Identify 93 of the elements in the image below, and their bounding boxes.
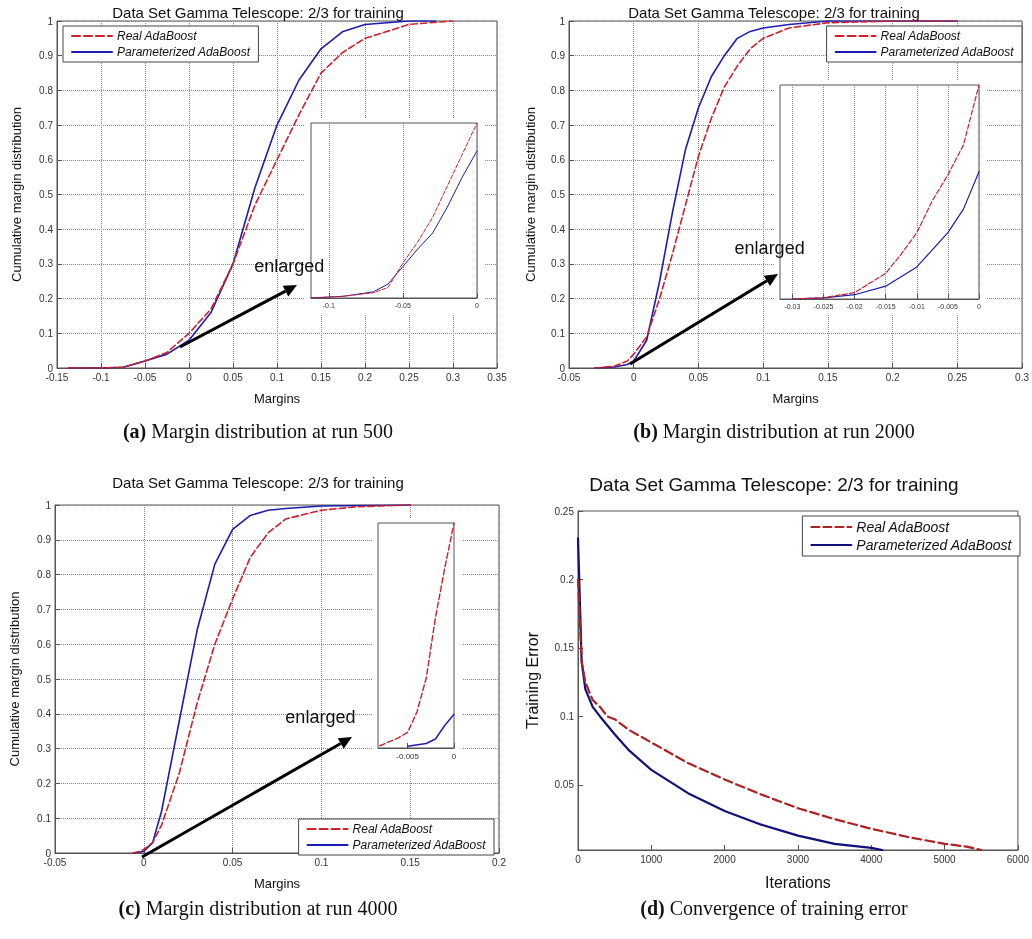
x-tick-label: 0.3 [1015, 371, 1030, 383]
chart-title: Data Set Gamma Telescope: 2/3 for training [112, 474, 404, 491]
x-axis-title: Iterations [765, 873, 831, 891]
y-tick-label: 0.1 [551, 327, 566, 339]
y-tick-label: 0.6 [39, 154, 54, 166]
x-tick-label: 0.35 [487, 371, 508, 383]
x-tick-label: 1000 [640, 853, 663, 865]
x-tick-label: 6000 [1006, 853, 1030, 865]
y-tick-label: 0.6 [37, 638, 52, 650]
x-tick-label: 0.2 [358, 371, 373, 383]
y-tick-label: 0.3 [39, 258, 54, 270]
annotation: enlarged [284, 706, 357, 728]
legend-label: Parameterized AdaBoost [117, 45, 251, 59]
text: (a) Margin distribution at run 500 [122, 420, 394, 442]
y-tick-label: 0.2 [37, 777, 52, 789]
x-tick-label: 0.1 [270, 371, 285, 383]
x-axis-title: Margins [253, 876, 301, 891]
y-tick-label: 0.5 [39, 189, 54, 200]
y-tick-label: 0.1 [37, 812, 52, 824]
y-axis-title: Cumulative margin distribution [523, 107, 538, 282]
y-tick-label: 0.5 [551, 189, 566, 200]
chart-title: Data Set Gamma Telescope: 2/3 for training [628, 4, 920, 21]
y-tick-label: 0.1 [560, 710, 575, 722]
x-tick-label: 0 [141, 856, 148, 868]
y-tick-label: 0.9 [37, 534, 52, 546]
x-tick-label: 0.05 [222, 856, 243, 868]
y-tick-label: 0.9 [551, 50, 566, 62]
x-tick-label: -0.15 [45, 371, 69, 383]
x-tick-label: 0.05 [223, 371, 244, 383]
x-tick-label: 0.2 [885, 371, 900, 383]
y-tick-label: 1 [559, 15, 566, 27]
y-tick-label: 0.4 [37, 708, 52, 720]
y-tick-label: 0.05 [554, 779, 575, 791]
y-tick-label: 0.4 [39, 223, 54, 235]
x-tick-label: 0 [186, 371, 193, 383]
x-tick-label: 0.15 [400, 856, 421, 868]
text: (b) Margin distribution at run 2000 [633, 420, 915, 442]
y-tick-label: 0.1 [39, 327, 54, 339]
legend-label: Parameterized AdaBoost [880, 45, 1015, 59]
y-tick-label: 0 [559, 362, 566, 374]
x-tick-label: -0.05 [43, 856, 67, 868]
y-tick-label: 0.8 [37, 569, 52, 581]
x-tick-label: -0.1 [92, 371, 111, 383]
legend-label: Parameterized AdaBoost [352, 838, 487, 852]
y-axis-title: Training Error [523, 631, 541, 730]
y-tick-label: 1 [47, 15, 54, 27]
x-tick-label: 0.1 [756, 371, 771, 383]
y-tick-label: 0.25 [554, 505, 575, 517]
y-tick-label: 0.9 [39, 50, 54, 62]
legend-label: Real AdaBoost [352, 822, 433, 836]
legend-label: Parameterized AdaBoost [856, 537, 1013, 553]
annotation: enlarged [733, 237, 806, 259]
y-tick-label: 0.8 [551, 84, 566, 96]
y-tick-label: 1 [45, 499, 52, 511]
x-tick-label: 0.3 [446, 371, 461, 383]
y-tick-label: 0.4 [551, 223, 566, 235]
y-tick-label: 0.7 [37, 603, 52, 615]
x-tick-label: -0.005 [396, 751, 420, 761]
x-axis-title: Margins [253, 391, 301, 406]
x-tick-label: 0.05 [688, 371, 709, 383]
x-tick-label: 4000 [860, 853, 883, 865]
y-tick-label: 0.2 [560, 573, 575, 585]
legend-label: Real AdaBoost [856, 519, 951, 535]
y-tick-label: 0 [47, 362, 54, 374]
x-tick-label: 0.2 [492, 856, 507, 868]
x-tick-label: 0.15 [311, 371, 332, 383]
chart-title: Data Set Gamma Telescope: 2/3 for training [112, 4, 404, 21]
chart-title: Data Set Gamma Telescope: 2/3 for training [589, 474, 959, 495]
x-tick-label: -0.05 [133, 371, 157, 383]
x-tick-label: 0.25 [947, 371, 968, 383]
x-tick-label: 3000 [786, 853, 810, 865]
y-tick-label: 0.7 [39, 119, 54, 131]
x-tick-label: 0 [630, 371, 637, 383]
x-tick-label: 0.1 [314, 856, 329, 868]
annotation: enlarged [253, 256, 326, 278]
x-tick-label: 5000 [933, 853, 957, 865]
x-axis-title: Margins [772, 391, 820, 406]
x-tick-label: 2000 [713, 853, 737, 865]
y-tick-label: 0.7 [551, 119, 566, 131]
y-tick-label: 0.8 [39, 84, 54, 96]
x-tick-label: 0.15 [818, 371, 839, 383]
legend-label: Real AdaBoost [117, 29, 198, 43]
y-tick-label: 0.15 [554, 642, 575, 654]
y-tick-label: 0.3 [551, 258, 566, 270]
y-tick-label: 0.6 [551, 154, 566, 166]
y-axis-title: Cumulative margin distribution [9, 107, 24, 282]
x-tick-label: -0.05 [557, 371, 581, 383]
y-tick-label: 0.5 [37, 673, 52, 685]
y-axis-title: Cumulative margin distribution [7, 591, 22, 767]
text: (c) Margin distribution at run 4000 [118, 897, 398, 919]
text: (d) Convergence of training error [640, 897, 908, 919]
legend-label: Real AdaBoost [880, 29, 961, 43]
x-tick-label: 0.25 [399, 371, 420, 383]
